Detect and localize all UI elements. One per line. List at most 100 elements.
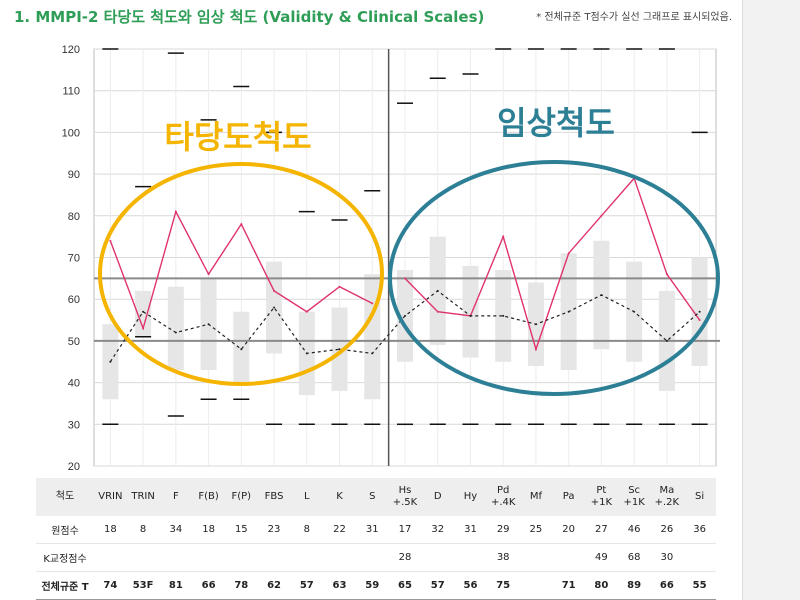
data-point xyxy=(174,210,177,213)
column-header: Hs +.5K xyxy=(388,478,422,516)
validity-circle xyxy=(98,162,384,386)
data-point xyxy=(436,310,439,313)
table-cell: 80 xyxy=(585,571,618,600)
table-cell: 78 xyxy=(224,571,258,600)
range-bar xyxy=(135,290,152,337)
table-cell: 49 xyxy=(585,543,618,572)
mmpi-chart: 20 30 40 50 60 70 80 90 100 110 120 타당도척도 임상척도 xyxy=(62,44,720,473)
column-header: Pt +1K xyxy=(585,478,618,516)
table-cell: 66 xyxy=(650,571,684,600)
table-row: 원점수 18 8 34 18 15 23 8 22 31 17 32 31 29 25 20 27 46 26 36 xyxy=(36,516,716,544)
y-tick-label: 60 xyxy=(68,294,80,306)
table-cell: 71 xyxy=(552,571,586,600)
range-bar xyxy=(364,274,381,400)
data-point xyxy=(207,323,210,326)
column-header: F(B) xyxy=(192,478,225,516)
table-cell xyxy=(552,543,586,572)
column-header: D xyxy=(421,478,455,516)
data-point xyxy=(174,331,177,334)
data-point xyxy=(436,289,439,292)
y-tick-label: 110 xyxy=(62,86,80,98)
table-cell: 65 xyxy=(388,571,422,600)
table-cell xyxy=(224,543,258,572)
data-point xyxy=(600,214,603,217)
table-cell: 18 xyxy=(94,516,127,544)
table-cell xyxy=(323,543,356,572)
section-title: 1. MMPI-2 타당도 척도와 임상 척도 (Validity & Clin… xyxy=(14,8,485,26)
table-cell xyxy=(192,543,225,572)
table-cell xyxy=(257,543,291,572)
table-row: K교정점수 28 38 49 68 30 xyxy=(36,543,716,572)
y-tick-label: 50 xyxy=(68,336,80,348)
column-header: Ma +.2K xyxy=(650,478,684,516)
y-tick-label: 40 xyxy=(68,378,80,390)
data-point xyxy=(534,348,537,351)
y-tick-label: 20 xyxy=(68,461,80,473)
data-point xyxy=(305,310,308,313)
table-cell: 18 xyxy=(192,516,225,544)
data-point xyxy=(142,310,145,313)
table-cell: 36 xyxy=(683,516,716,544)
table-cell: 55 xyxy=(683,571,716,600)
table-cell xyxy=(454,543,487,572)
table-cell: 31 xyxy=(355,516,389,544)
table-cell: 63 xyxy=(323,571,356,600)
column-header: TRIN xyxy=(126,478,160,516)
y-tick-label: 80 xyxy=(68,211,80,223)
table-cell: 62 xyxy=(257,571,291,600)
data-point xyxy=(502,235,505,238)
table-cell: 8 xyxy=(126,516,160,544)
table-cell: 34 xyxy=(159,516,193,544)
data-point xyxy=(600,294,603,297)
data-point xyxy=(207,273,210,276)
validity-label: 타당도척도 xyxy=(164,118,311,156)
table-cell: 46 xyxy=(617,516,651,544)
table-cell: 8 xyxy=(290,516,324,544)
table-cell: 15 xyxy=(224,516,258,544)
data-point xyxy=(371,302,374,305)
column-header: FBS xyxy=(257,478,291,516)
table-cell: 17 xyxy=(388,516,422,544)
table-cell: 28 xyxy=(388,543,422,572)
data-point xyxy=(404,314,406,317)
table-header-row: 척도 VRIN TRIN F F(B) F(P) FBS L K S Hs +.5K D Hy Pd +.4K… xyxy=(36,478,716,516)
table-cell: 81 xyxy=(159,571,193,600)
data-point xyxy=(273,289,276,292)
table-cell: 32 xyxy=(421,516,455,544)
data-point xyxy=(109,239,112,242)
data-point xyxy=(240,223,243,226)
data-point xyxy=(665,273,668,276)
table-cell: 27 xyxy=(585,516,618,544)
column-header: VRIN xyxy=(94,478,127,516)
series-t-score-line xyxy=(404,176,701,352)
table-cell xyxy=(126,543,160,572)
data-point xyxy=(109,360,112,363)
y-tick-label: 90 xyxy=(68,169,80,181)
table-cell xyxy=(94,543,127,572)
table-cell: 68 xyxy=(617,543,651,572)
table-cell xyxy=(519,543,553,572)
table-cell: 20 xyxy=(552,516,586,544)
table-cell: 57 xyxy=(290,571,324,600)
data-point xyxy=(698,319,701,322)
table-cell: 22 xyxy=(323,516,356,544)
row-label: K교정점수 xyxy=(36,543,94,572)
data-point xyxy=(371,352,374,355)
range-bar xyxy=(167,286,184,371)
data-point xyxy=(469,314,472,317)
y-tick-label: 120 xyxy=(62,44,80,56)
data-point xyxy=(534,323,537,326)
data-point xyxy=(338,285,341,288)
table-cell: 59 xyxy=(355,571,389,600)
table-cell xyxy=(355,543,389,572)
column-header: Sc +1K xyxy=(617,478,651,516)
table-header-label: 척도 xyxy=(36,478,94,516)
table-cell: 23 xyxy=(257,516,291,544)
data-point xyxy=(305,352,308,355)
data-point xyxy=(665,339,668,342)
table-cell: 25 xyxy=(519,516,553,544)
column-header: Mf xyxy=(519,478,553,516)
table-cell: 38 xyxy=(486,543,520,572)
row-label: 전체규준 T xyxy=(36,571,94,600)
table-cell: 75 xyxy=(486,571,520,600)
